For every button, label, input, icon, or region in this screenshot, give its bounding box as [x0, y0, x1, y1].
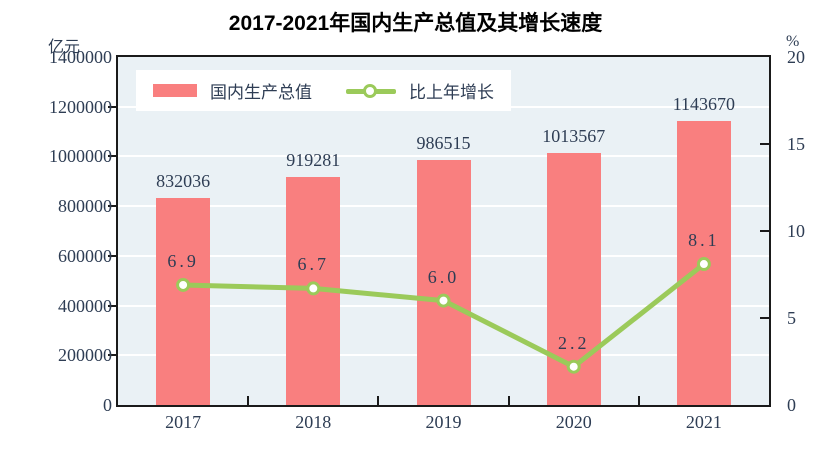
- line-value-label: 6.9: [167, 250, 199, 271]
- right-tick-mark: [760, 143, 769, 145]
- value-label-layer: 832036 919281 986515 1013567 1143670 6.9 6.7 6.…: [118, 57, 769, 405]
- line-value-label: 2.2: [557, 332, 590, 353]
- y-left-tick-label: 0: [103, 395, 112, 415]
- legend-bar-label: 国内生产总值: [210, 83, 312, 102]
- gridline: [118, 155, 769, 158]
- line-value-label: 6.7: [297, 254, 330, 275]
- growth-line-chart: [176, 257, 711, 374]
- y-left-tick-label: 600000: [58, 245, 112, 266]
- left-tick-mark: [108, 155, 116, 158]
- y-left-tick-label: 1400000: [49, 47, 112, 67]
- y-right-tick-label: 15: [787, 134, 805, 154]
- bottom-tick-mark: [507, 396, 510, 405]
- right-tick-mark: [760, 317, 769, 319]
- y-right-tick-label: 10: [787, 221, 805, 241]
- line-value-label: 6.0: [427, 266, 460, 287]
- bottom-tick-mark: [247, 396, 250, 405]
- x-tick-label: 2017: [165, 412, 202, 432]
- right-axis-unit: %: [786, 33, 800, 50]
- chart-title: 2017-2021年国内生产总值及其增长速度: [228, 12, 603, 35]
- y-right-tick-label: 0: [787, 395, 796, 415]
- left-axis-unit: 亿元: [47, 39, 80, 56]
- line-point-marker: [436, 293, 451, 308]
- legend-line-swatch: [346, 83, 396, 99]
- tick-mark-layer: [108, 57, 769, 405]
- bar-value-label: 1013567: [542, 126, 606, 147]
- legend-line-label: 比上年增长: [409, 83, 494, 102]
- left-tick-mark: [108, 354, 116, 357]
- y-left-tick-label: 400000: [58, 295, 112, 316]
- bottom-tick-mark: [637, 396, 640, 405]
- left-tick-mark: [108, 304, 116, 307]
- y-right-tick-label: 5: [787, 308, 796, 328]
- line-value-label: 8.1: [688, 230, 720, 251]
- y-right-tick-label: 20: [787, 47, 805, 67]
- y-left-tick-label: 1000000: [49, 146, 112, 167]
- y-left-tick-label: 200000: [58, 345, 112, 366]
- line-point-marker: [176, 277, 191, 292]
- y-left-tick-label: 1200000: [49, 96, 112, 117]
- bar-value-label: 1143670: [672, 93, 736, 114]
- left-tick-mark: [108, 254, 116, 257]
- y-left-tick-label: 800000: [58, 196, 112, 217]
- gdp-bar: [416, 159, 471, 405]
- x-tick-label: 2020: [555, 412, 592, 432]
- x-tick-label: 2021: [685, 412, 722, 432]
- left-tick-mark: [108, 105, 116, 108]
- legend-bar-swatch: [153, 84, 197, 97]
- line-point-marker: [696, 257, 711, 272]
- bottom-tick-mark: [377, 396, 380, 405]
- plot-area: 832036 919281 986515 1013567 1143670 6.9 6.7 6.…: [108, 55, 771, 407]
- bar-layer: [118, 57, 769, 405]
- left-tick-mark: [108, 205, 116, 208]
- x-tick-label: 2018: [295, 412, 332, 432]
- x-tick-label: 2019: [425, 412, 462, 432]
- bar-value-label: 832036: [156, 171, 211, 192]
- legend-line-marker-icon: [363, 83, 377, 98]
- bar-value-label: 919281: [286, 149, 341, 170]
- right-tick-mark: [760, 230, 769, 232]
- bar-value-label: 986515: [416, 132, 471, 153]
- line-point-marker: [306, 281, 321, 296]
- line-point-marker: [566, 359, 581, 374]
- gdp-bar: [156, 198, 211, 405]
- legend: 国内生产总值 比上年增长: [136, 70, 511, 111]
